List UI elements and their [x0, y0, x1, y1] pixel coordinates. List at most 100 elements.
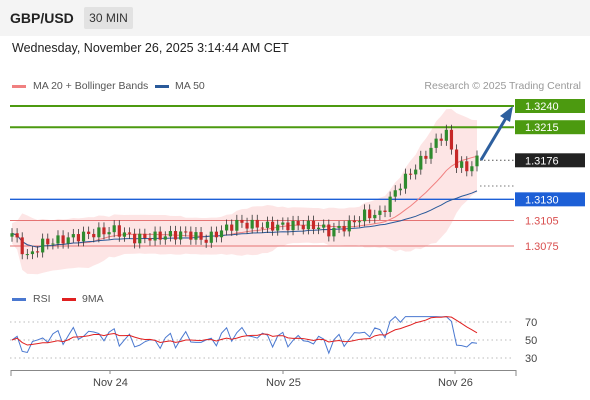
x-tick-label-nov26: Nov 26 [438, 377, 473, 389]
candle [143, 228, 147, 244]
candle [322, 219, 326, 233]
candle [46, 233, 50, 250]
candle [230, 219, 234, 236]
rsi-tick-label: 30 [525, 353, 537, 365]
candle [439, 133, 443, 146]
bollinger-band-area [12, 108, 477, 275]
candle [107, 227, 111, 240]
price-level-label: 1.3130 [525, 194, 559, 206]
candle [393, 185, 397, 202]
candle [454, 144, 459, 173]
rsi-ma-line [11, 316, 478, 346]
candle [337, 220, 341, 234]
candle [179, 226, 183, 245]
candle [148, 232, 152, 246]
candle [184, 226, 188, 237]
candle [470, 161, 474, 177]
price-level-1-3105: 1.3105 [10, 216, 559, 228]
candle [260, 222, 264, 233]
candle [189, 226, 193, 245]
candle [173, 225, 178, 245]
candle [306, 215, 310, 235]
rsi-legend-swatch [12, 298, 26, 301]
candle [235, 214, 239, 236]
price-level-1-3215: 1.3215 [10, 120, 585, 135]
price-level-label: 1.3105 [525, 216, 559, 228]
candle [122, 227, 127, 242]
candle [403, 168, 408, 194]
candle [449, 124, 454, 155]
candle [209, 226, 213, 248]
candle [245, 217, 249, 234]
chart-header: GBP/USD 30 MIN [0, 0, 590, 36]
candle [225, 219, 229, 236]
price-levels: 1.3240 1.3215 1.3176 1.3130 1.3105 1.3075 [10, 99, 585, 253]
candle [398, 183, 402, 196]
candle [414, 164, 418, 180]
symbol-title: GBP/USD [10, 10, 74, 26]
candle [357, 216, 362, 228]
candle [301, 220, 305, 235]
candle [15, 228, 19, 243]
ma50-legend-swatch [155, 85, 169, 88]
candle [87, 226, 91, 240]
candle [92, 228, 96, 243]
candle [271, 216, 275, 236]
candlesticks [10, 106, 513, 260]
candle [281, 217, 285, 230]
candle [383, 205, 387, 218]
candle [475, 150, 479, 172]
candle [296, 215, 300, 231]
price-level-1-3075: 1.3075 [10, 241, 559, 253]
candle [20, 232, 24, 260]
price-level-1-3176: 1.3176 [480, 153, 585, 168]
candle [465, 156, 469, 177]
candle [76, 228, 81, 247]
rsi-panel: 70 50 30 [10, 315, 537, 365]
price-level-label: 1.3240 [525, 101, 559, 113]
candle [327, 219, 331, 242]
candle [429, 142, 433, 164]
candle [378, 205, 382, 221]
forecast-arrow [479, 106, 513, 161]
price-level-label: 1.3075 [525, 241, 559, 253]
candle [408, 168, 413, 180]
candle [388, 191, 392, 218]
rsi-line [11, 315, 478, 355]
timeframe-badge[interactable]: 30 MIN [84, 7, 133, 29]
x-tick-label-nov24: Nov 24 [93, 377, 128, 389]
candle [276, 219, 280, 236]
candle [25, 248, 29, 260]
candle [250, 214, 254, 234]
candle [71, 228, 75, 243]
price-level-1-3240: 1.3240 [10, 99, 585, 113]
moving-averages [11, 155, 478, 248]
candle [97, 222, 101, 243]
rsi-tick-label: 50 [525, 335, 537, 347]
candle [112, 220, 116, 238]
candle [61, 230, 65, 249]
candle [214, 226, 218, 243]
candle [316, 222, 321, 235]
rsi-ma-legend-label: 9MA [82, 293, 104, 305]
source-credit: Research © 2025 Trading Central [424, 80, 581, 92]
candle [434, 133, 438, 153]
candle [362, 204, 367, 227]
candle [255, 214, 259, 233]
candle [460, 156, 464, 173]
candle [311, 215, 316, 235]
candle [240, 214, 244, 228]
candle [352, 215, 356, 228]
candle [41, 233, 45, 258]
candle [168, 225, 173, 242]
candle [291, 215, 295, 236]
candle [117, 220, 121, 242]
ma20-line [11, 155, 478, 248]
x-axis [10, 370, 517, 376]
candle [81, 226, 86, 247]
candle [342, 220, 346, 237]
candle [133, 228, 137, 249]
candle [51, 238, 55, 250]
candle [265, 216, 270, 233]
candle [56, 230, 60, 249]
